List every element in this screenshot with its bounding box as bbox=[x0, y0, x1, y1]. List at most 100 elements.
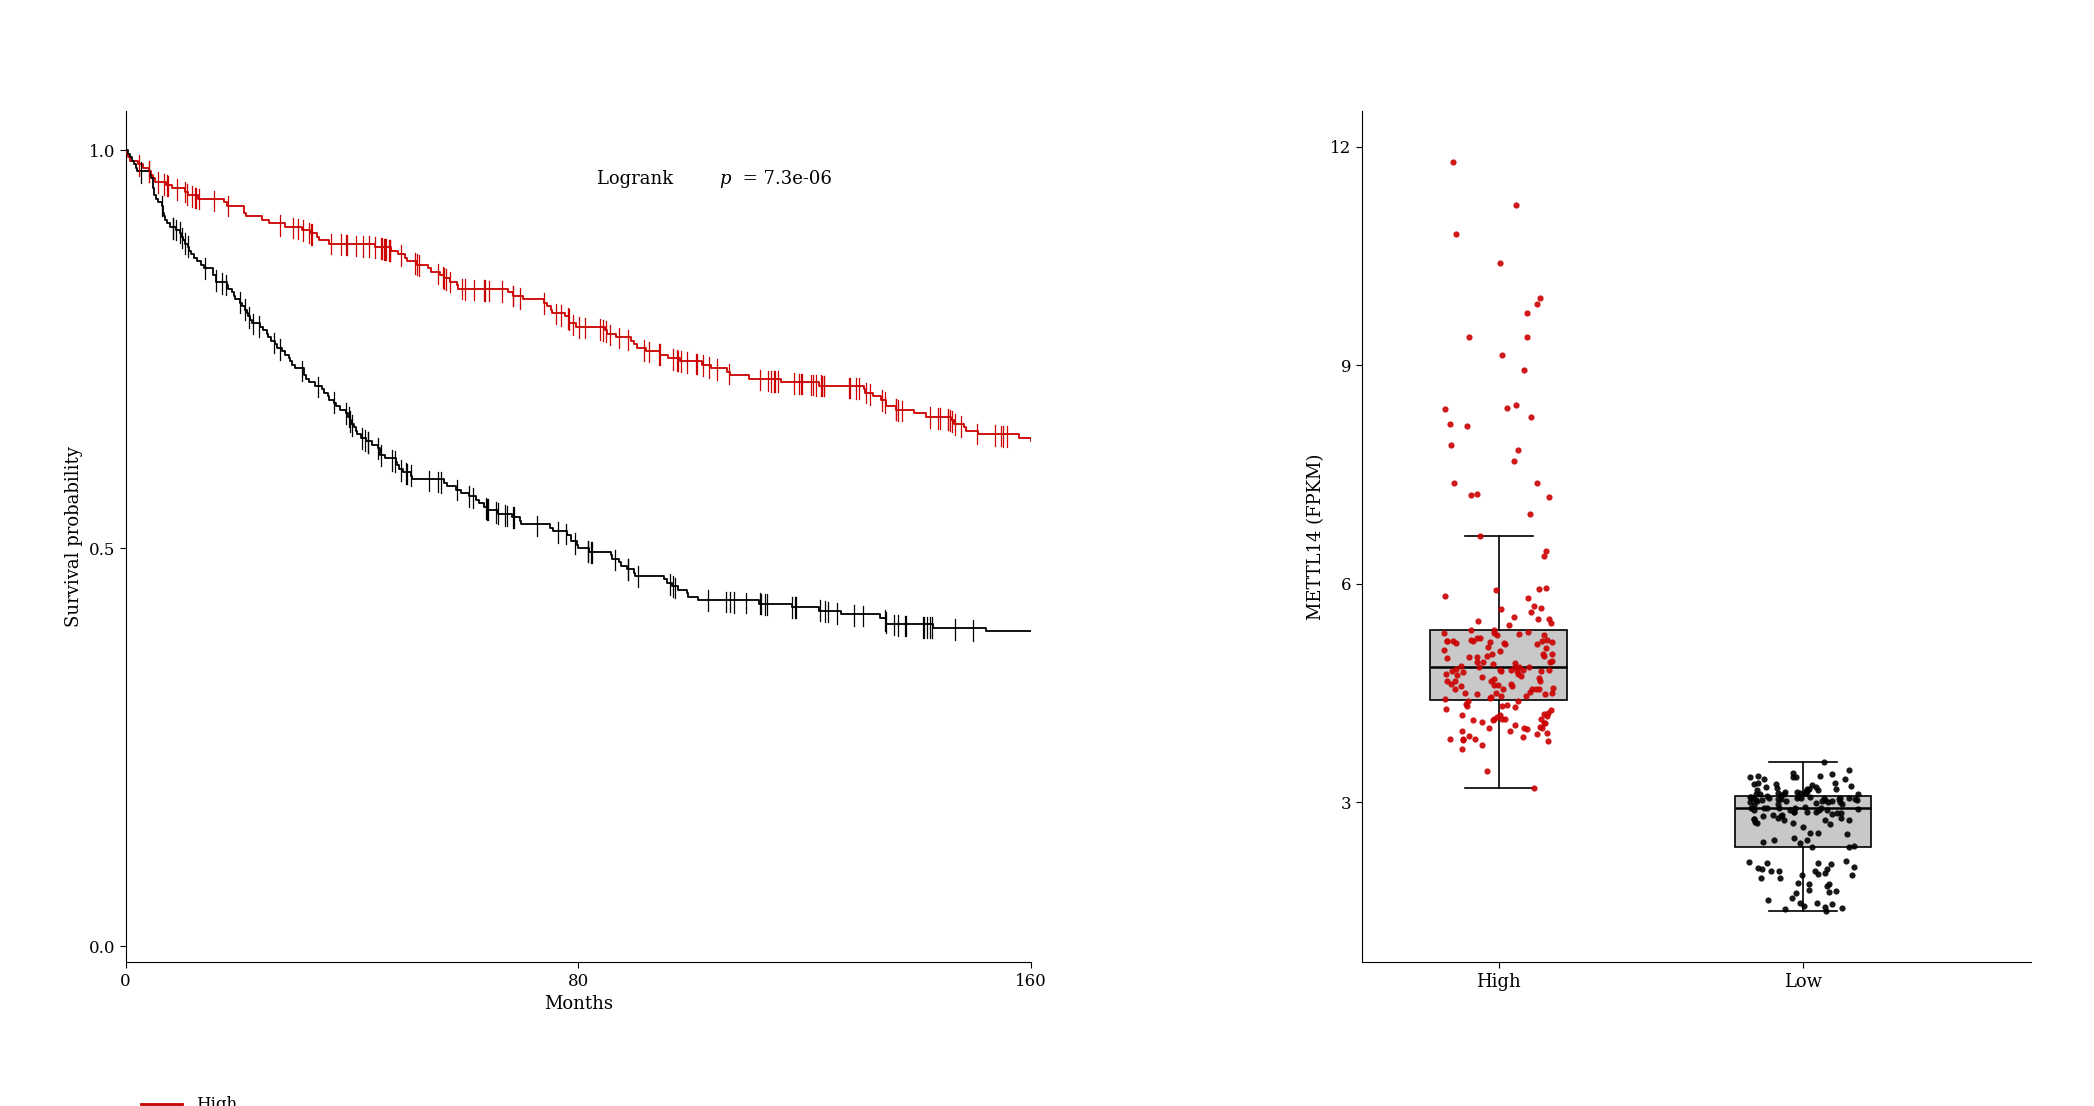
Point bbox=[1451, 648, 1485, 666]
Point bbox=[1483, 676, 1516, 693]
Point bbox=[1738, 802, 1772, 820]
Point bbox=[1811, 860, 1845, 878]
Point bbox=[1788, 783, 1822, 801]
Point bbox=[1430, 672, 1464, 690]
Point bbox=[1795, 824, 1828, 842]
Point bbox=[1480, 581, 1514, 598]
Point bbox=[1738, 791, 1772, 808]
Point bbox=[1799, 794, 1832, 812]
Point bbox=[1815, 895, 1849, 912]
Point bbox=[1836, 837, 1870, 855]
Point bbox=[1453, 632, 1487, 649]
Point bbox=[1535, 701, 1568, 719]
Point bbox=[1763, 791, 1797, 808]
Point bbox=[1751, 799, 1784, 816]
Point bbox=[1792, 880, 1826, 898]
Point bbox=[1799, 803, 1832, 821]
Point bbox=[1529, 639, 1562, 657]
Point bbox=[1795, 789, 1828, 806]
Point bbox=[1436, 153, 1470, 170]
Point bbox=[1529, 648, 1562, 666]
Point bbox=[1491, 399, 1524, 417]
Point bbox=[1761, 790, 1795, 807]
Point bbox=[1474, 688, 1508, 706]
Point bbox=[1746, 799, 1780, 816]
Point bbox=[1774, 801, 1807, 818]
Point bbox=[1732, 854, 1765, 872]
Point bbox=[1430, 633, 1464, 650]
Point bbox=[1734, 789, 1767, 806]
Point bbox=[1520, 724, 1554, 742]
Point bbox=[1826, 795, 1859, 813]
Point bbox=[1736, 789, 1769, 806]
Point bbox=[1533, 661, 1566, 679]
Point bbox=[1430, 649, 1464, 667]
Point bbox=[1748, 778, 1782, 795]
Point bbox=[1824, 793, 1857, 811]
PathPatch shape bbox=[1430, 630, 1566, 700]
Point bbox=[1757, 806, 1790, 824]
Point bbox=[1790, 831, 1824, 848]
Point bbox=[1436, 632, 1470, 649]
Point bbox=[1510, 328, 1543, 346]
Point bbox=[1782, 895, 1815, 912]
Point bbox=[1499, 197, 1533, 215]
Point bbox=[1506, 728, 1539, 745]
Point bbox=[1841, 800, 1874, 817]
Point bbox=[1801, 824, 1834, 842]
Point bbox=[1763, 807, 1797, 825]
Point bbox=[1780, 885, 1813, 902]
Point bbox=[1778, 803, 1811, 821]
Point bbox=[1744, 860, 1778, 878]
Point bbox=[1792, 781, 1826, 799]
Point bbox=[1474, 672, 1508, 690]
Point bbox=[1497, 607, 1531, 625]
Point bbox=[1501, 625, 1535, 643]
Point bbox=[1769, 792, 1803, 810]
Point bbox=[1751, 786, 1784, 804]
Point bbox=[1439, 680, 1472, 698]
Point bbox=[1478, 685, 1512, 702]
Point bbox=[1824, 808, 1857, 826]
Point bbox=[1512, 623, 1545, 640]
Point bbox=[1516, 779, 1550, 796]
Point bbox=[1531, 732, 1564, 750]
Point bbox=[1736, 810, 1769, 827]
Point bbox=[1510, 720, 1543, 738]
Point bbox=[1489, 710, 1522, 728]
Point bbox=[1755, 863, 1788, 880]
Point bbox=[1432, 416, 1466, 434]
Point bbox=[1499, 717, 1533, 734]
Point bbox=[1839, 858, 1872, 876]
Point bbox=[1815, 792, 1849, 810]
Point bbox=[1813, 815, 1847, 833]
Point bbox=[1428, 700, 1462, 718]
Point bbox=[1470, 647, 1503, 665]
Point bbox=[1782, 875, 1815, 893]
Point bbox=[1832, 838, 1866, 856]
Point bbox=[1807, 898, 1841, 916]
Point bbox=[1497, 658, 1531, 676]
Point bbox=[1512, 588, 1545, 606]
Point bbox=[1832, 811, 1866, 828]
Point bbox=[1524, 718, 1558, 735]
Point bbox=[1529, 626, 1562, 644]
Point bbox=[1841, 784, 1874, 802]
Point bbox=[1529, 547, 1562, 565]
Point bbox=[1487, 680, 1520, 698]
X-axis label: Months: Months bbox=[544, 995, 614, 1013]
Point bbox=[1799, 863, 1832, 880]
Point bbox=[1742, 785, 1776, 803]
Point bbox=[1464, 528, 1497, 545]
Point bbox=[1780, 790, 1813, 807]
Point bbox=[1784, 866, 1818, 884]
Point bbox=[1514, 504, 1547, 522]
Point bbox=[1811, 876, 1845, 894]
Point bbox=[1503, 658, 1537, 676]
Point bbox=[1466, 735, 1499, 753]
Point bbox=[1485, 698, 1518, 716]
Point bbox=[1834, 778, 1868, 795]
Point bbox=[1453, 727, 1487, 744]
Point bbox=[1516, 680, 1550, 698]
Point bbox=[1746, 770, 1780, 787]
